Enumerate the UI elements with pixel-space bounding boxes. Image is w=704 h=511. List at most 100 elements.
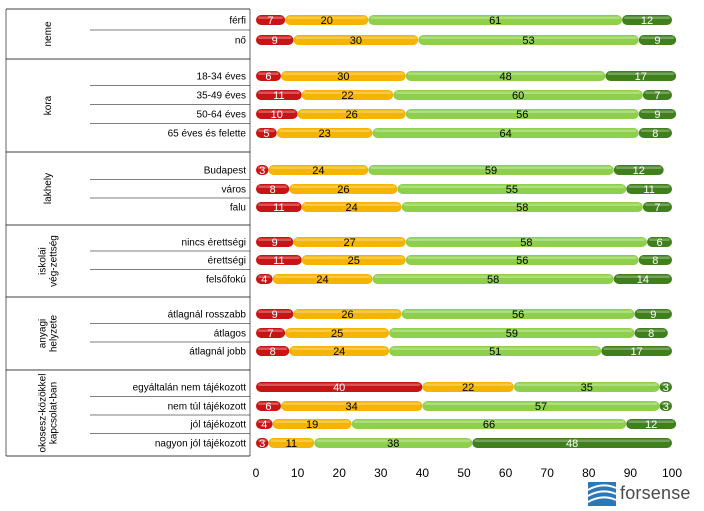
bar-segment-highlight: [607, 72, 675, 75]
bar-value-label: 8: [270, 184, 276, 196]
bar-value-label: 64: [499, 128, 511, 140]
bar-value-label: 17: [635, 71, 647, 83]
bar-value-label: 57: [535, 401, 547, 413]
row-label: átlagos: [214, 329, 246, 340]
bar-segment: [256, 128, 277, 138]
bar-segment-highlight: [316, 439, 471, 442]
bar-segment-highlight: [407, 110, 637, 113]
bar-segment: [293, 237, 406, 247]
bar-value-label: 26: [341, 309, 353, 321]
bar-segment: [401, 309, 635, 319]
bar-segment: [418, 35, 639, 45]
bar-segment-highlight: [303, 203, 400, 206]
bar-segment: [368, 165, 614, 175]
bar-segment: [314, 438, 473, 448]
bar-value-label: 59: [506, 328, 518, 340]
bar-segment-highlight: [370, 16, 621, 19]
bar-value-label: 10: [271, 109, 283, 121]
bar-segment-highlight: [258, 91, 300, 94]
bar-segment: [647, 237, 672, 247]
bar-segment: [605, 71, 677, 81]
bar-segment-highlight: [420, 36, 637, 39]
bar-value-label: 19: [306, 419, 318, 431]
bar-value-label: 60: [512, 90, 524, 102]
bar-value-label: 48: [499, 71, 511, 83]
bar-segment: [638, 35, 677, 45]
bar-segment-highlight: [640, 36, 675, 39]
x-tick-label: 0: [253, 466, 260, 480]
bar-value-label: 14: [637, 274, 649, 286]
bar-segment-highlight: [407, 72, 604, 75]
bar-segment: [601, 346, 672, 356]
bar-segment: [297, 109, 406, 119]
bar-segment: [272, 274, 373, 284]
bar-segment: [256, 237, 294, 247]
bar-value-label: 12: [641, 15, 653, 27]
bar-segment: [256, 382, 423, 392]
row-label: átlagnál rosszabb: [168, 310, 247, 321]
bar-segment: [642, 90, 672, 100]
bar-segment: [276, 128, 373, 138]
bar-segment-highlight: [640, 256, 670, 259]
bar-segment-highlight: [399, 185, 625, 188]
bar-value-label: 40: [333, 382, 345, 394]
bar-segment-highlight: [628, 420, 675, 423]
bar-segment-highlight: [258, 439, 267, 442]
bar-segment: [256, 202, 302, 212]
bar-value-label: 22: [341, 90, 353, 102]
bar-segment: [256, 255, 302, 265]
bar-value-label: 30: [350, 35, 362, 47]
group-label: iskolaivég-zettség: [38, 235, 60, 287]
row-label: Budapest: [204, 166, 246, 177]
bar-segment-highlight: [295, 310, 400, 313]
bar-value-label: 3: [259, 438, 265, 450]
bar-segment-highlight: [258, 72, 279, 75]
bar-segment: [256, 165, 269, 175]
bar-segment: [268, 438, 315, 448]
bar-segment: [659, 382, 672, 392]
bar-value-label: 30: [337, 71, 349, 83]
bar-value-label: 3: [259, 165, 265, 177]
bar-segment-highlight: [636, 329, 666, 332]
bar-value-label: 56: [516, 109, 528, 121]
bar-segment: [256, 35, 294, 45]
bar-segment-highlight: [661, 402, 670, 405]
bar-value-label: 58: [487, 274, 499, 286]
bar-value-label: 58: [516, 202, 528, 214]
bar-value-label: 3: [663, 382, 669, 394]
bar-value-label: 11: [273, 255, 284, 267]
x-tick-label: 70: [541, 466, 555, 480]
bar-value-label: 26: [337, 184, 349, 196]
bar-segment-highlight: [295, 238, 404, 241]
bar-value-label: 53: [522, 35, 534, 47]
bar-segment-highlight: [258, 329, 284, 332]
row-label: nincs érettségi: [182, 238, 246, 249]
bar-value-label: 6: [265, 401, 271, 413]
bar-value-label: 12: [633, 165, 645, 177]
bar-segment: [256, 328, 286, 338]
bar-segment-highlight: [287, 16, 367, 19]
bar-segment-highlight: [258, 238, 292, 241]
x-tick-label: 50: [457, 466, 471, 480]
bar-value-label: 48: [566, 438, 578, 450]
bar-value-label: 25: [331, 328, 343, 340]
bar-segment: [256, 419, 273, 429]
bar-segment-highlight: [644, 203, 670, 206]
bar-segment-highlight: [258, 203, 300, 206]
bar-value-label: 20: [321, 15, 333, 27]
bar-segment-highlight: [661, 383, 670, 386]
bar-segment: [372, 128, 639, 138]
bar-segment: [634, 309, 672, 319]
bar-value-label: 34: [346, 401, 358, 413]
bar-segment: [642, 202, 672, 212]
bar-segment-highlight: [287, 329, 388, 332]
bar-segment: [638, 255, 672, 265]
bar-segment-highlight: [391, 329, 633, 332]
bar-value-label: 12: [645, 419, 657, 431]
bar-segment-highlight: [291, 185, 396, 188]
bar-value-label: 11: [643, 184, 654, 196]
bar-value-label: 5: [263, 128, 269, 140]
bar-segment: [422, 401, 660, 411]
row-label: falu: [230, 203, 246, 214]
bar-value-label: 35: [581, 382, 593, 394]
